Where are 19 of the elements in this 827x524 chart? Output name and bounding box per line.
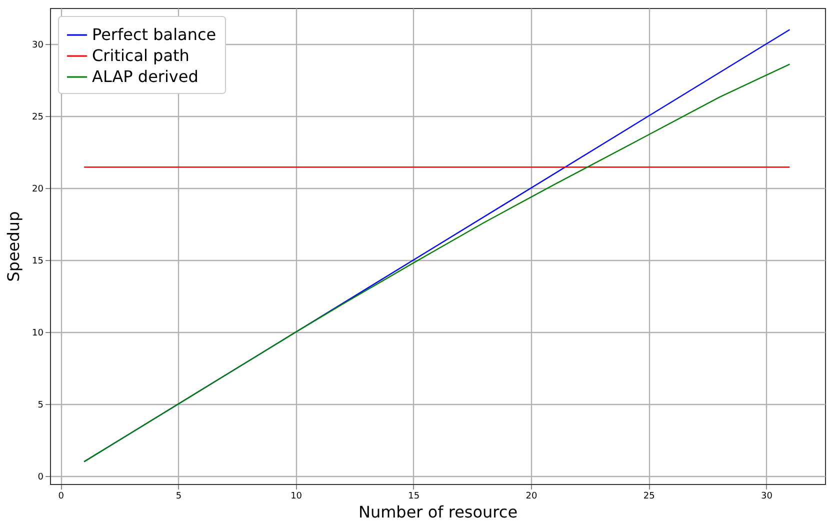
x-tick-label: 10 [290, 492, 302, 502]
y-tick-label: 5 [38, 400, 44, 411]
y-tick-label: 30 [32, 40, 44, 51]
x-axis-title: Number of resource [358, 502, 518, 522]
x-tick-label: 0 [58, 492, 64, 502]
x-tick-label: 30 [760, 492, 773, 502]
x-tick-label: 25 [643, 492, 655, 502]
y-axis-title: Speedup [4, 211, 24, 282]
y-tick-label: 0 [38, 472, 44, 483]
y-tick-label: 15 [32, 256, 44, 267]
x-tick-label: 5 [176, 492, 182, 502]
y-tick-label: 10 [32, 328, 44, 339]
x-tick-label: 15 [408, 492, 420, 502]
x-tick-label: 20 [526, 492, 538, 502]
legend-label: Critical path [92, 46, 190, 65]
y-tick-label: 20 [32, 184, 44, 195]
legend-label: ALAP derived [92, 67, 198, 86]
legend-label: Perfect balance [92, 25, 216, 44]
y-tick-label: 25 [32, 112, 44, 123]
